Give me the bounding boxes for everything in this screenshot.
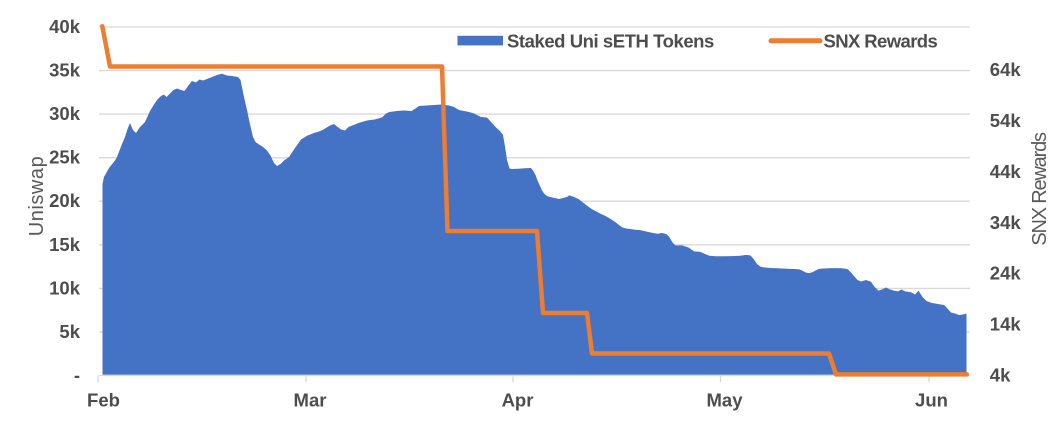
svg-text:35k: 35k (49, 60, 81, 81)
svg-text:Mar: Mar (294, 389, 327, 410)
svg-text:24k: 24k (990, 263, 1022, 284)
svg-text:-: - (74, 365, 80, 386)
svg-text:20k: 20k (49, 190, 81, 211)
svg-text:SNX Rewards: SNX Rewards (824, 30, 938, 51)
svg-text:Feb: Feb (87, 389, 120, 410)
svg-text:34k: 34k (990, 212, 1022, 233)
svg-text:May: May (707, 389, 744, 410)
svg-text:30k: 30k (49, 103, 81, 124)
svg-text:15k: 15k (49, 234, 81, 255)
svg-text:44k: 44k (990, 161, 1022, 182)
svg-text:SNX Rewards: SNX Rewards (1029, 132, 1051, 246)
svg-text:25k: 25k (49, 147, 81, 168)
svg-text:4k: 4k (990, 365, 1011, 386)
svg-text:64k: 64k (990, 59, 1022, 80)
svg-text:Apr: Apr (502, 389, 534, 410)
svg-text:40k: 40k (49, 16, 81, 37)
svg-text:10k: 10k (49, 277, 81, 298)
svg-text:Staked Uni sETH Tokens: Staked Uni sETH Tokens (507, 30, 714, 51)
svg-text:5k: 5k (59, 321, 80, 342)
svg-text:14k: 14k (990, 314, 1022, 335)
svg-text:54k: 54k (990, 110, 1022, 131)
svg-text:Uniswap: Uniswap (26, 156, 48, 237)
svg-text:Jun: Jun (915, 389, 948, 410)
